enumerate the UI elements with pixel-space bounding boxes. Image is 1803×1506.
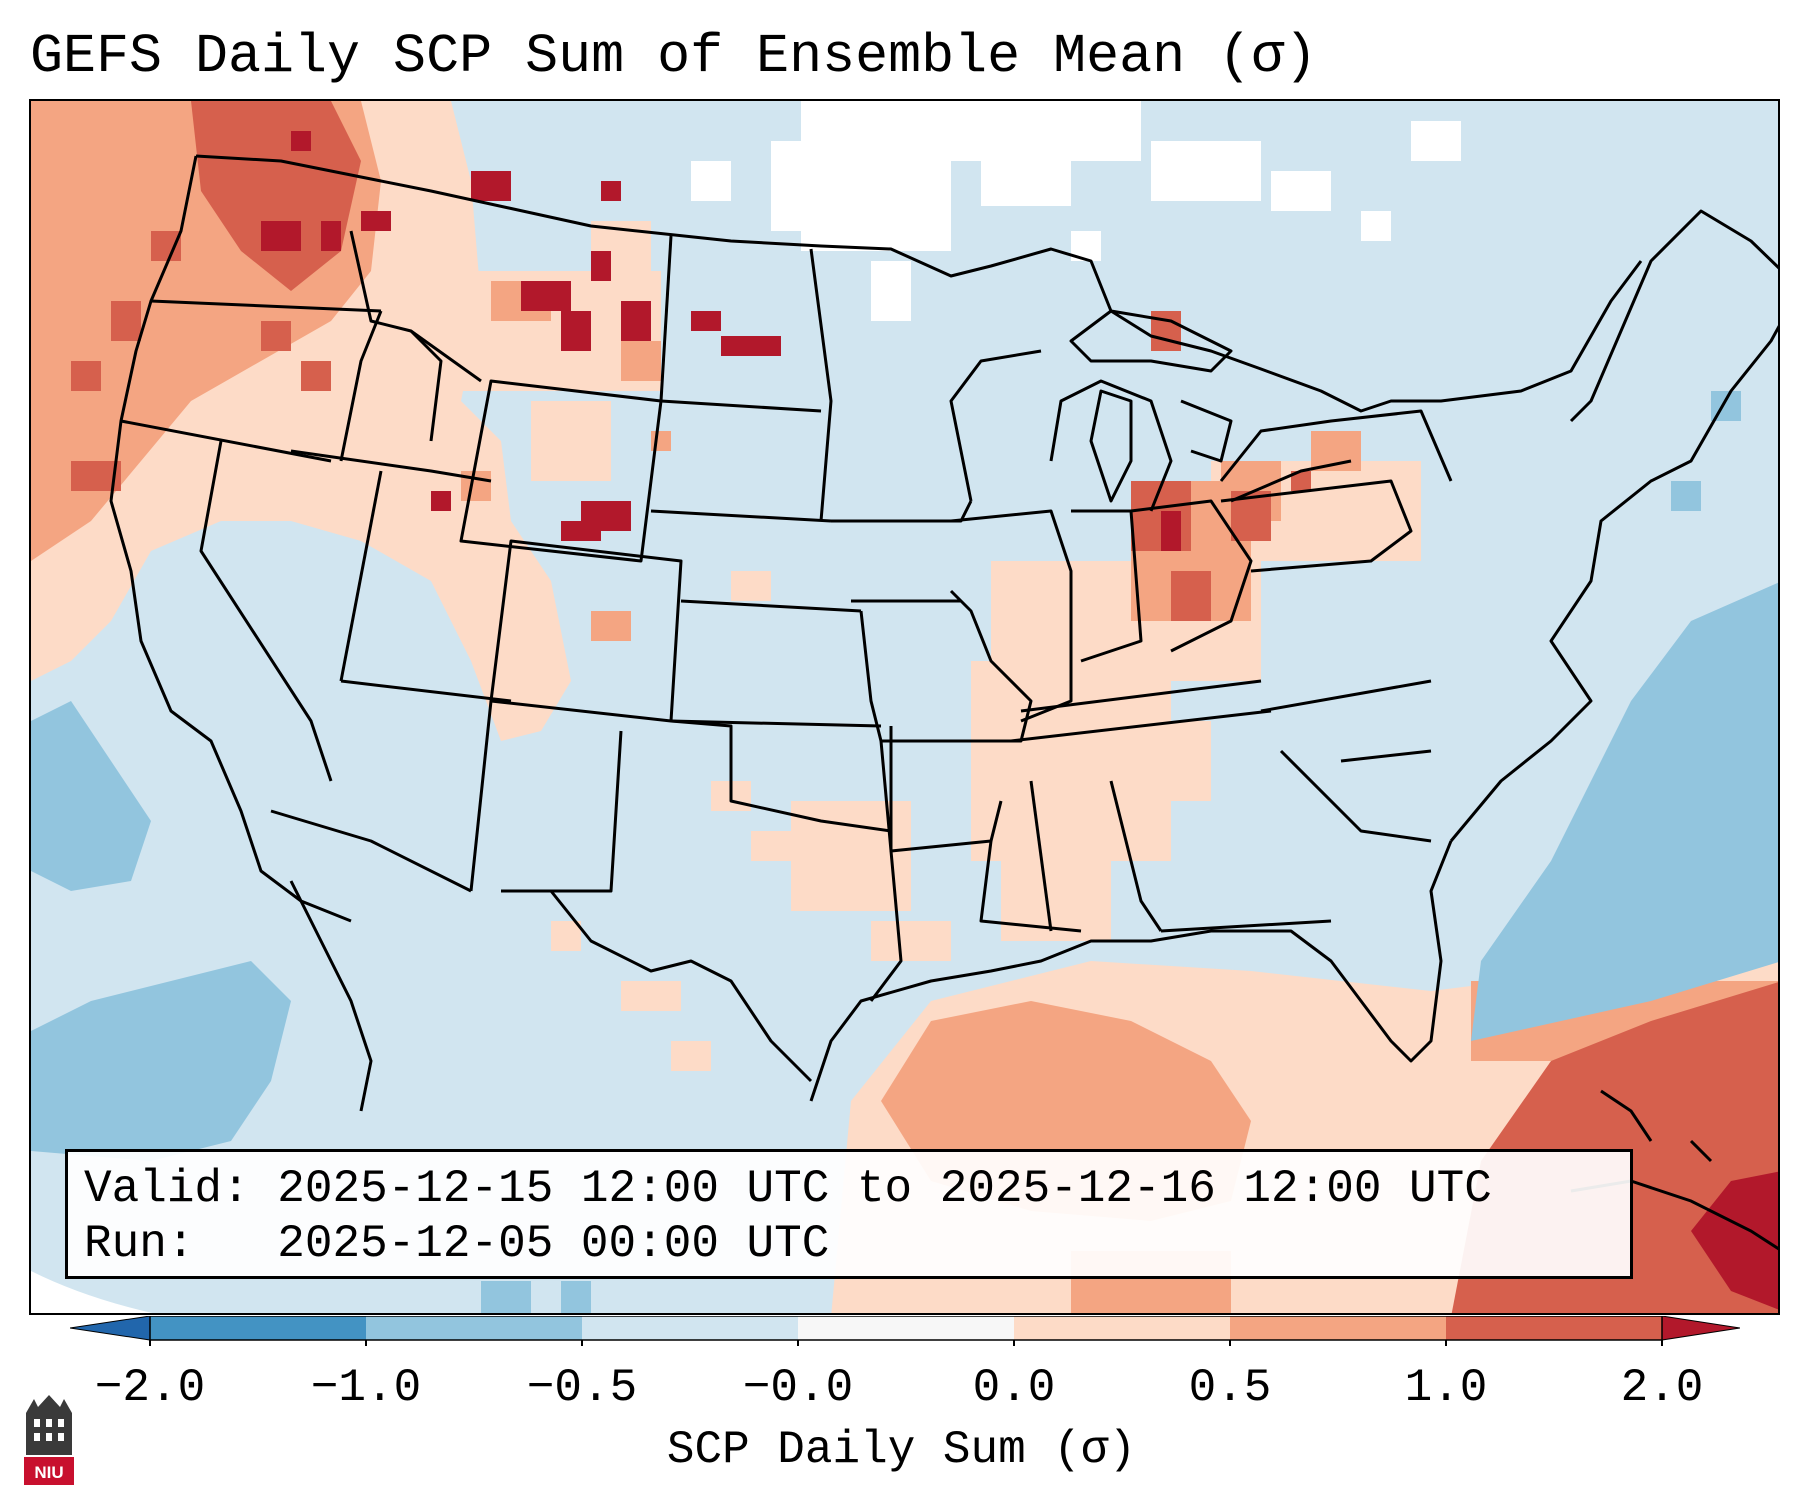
colorbar-label: SCP Daily Sum (σ)	[666, 1424, 1137, 1476]
map-panel	[29, 99, 1780, 1315]
map-svg	[31, 101, 1778, 1313]
border-sc-ga	[1279, 749, 1432, 843]
border-pa	[1220, 479, 1413, 573]
colorbar	[70, 1316, 1740, 1346]
colorbar-extend-low	[70, 1316, 151, 1341]
baja-coast	[289, 880, 373, 1112]
border-ok-tx	[670, 719, 892, 833]
atlantic-coastline	[1449, 325, 1778, 842]
colorbar-extend-high	[1661, 1316, 1740, 1341]
border-ga-fl	[1160, 919, 1332, 933]
field-rockies-dark-red	[431, 181, 781, 541]
border-va-nc	[1260, 679, 1432, 713]
border-tx-east	[869, 726, 903, 1002]
field-texas-light	[551, 781, 951, 1071]
field-central-dark-red	[1161, 511, 1181, 551]
border-ne-ks	[680, 599, 862, 613]
valid-run-info-box: Valid: 2025-12-15 12:00 UTC to 2025-12-1…	[65, 1149, 1633, 1279]
border-mo	[859, 589, 1033, 743]
border-oh	[1130, 499, 1253, 653]
border-nd-sd	[660, 399, 822, 413]
field-atlantic-blue	[1471, 582, 1778, 1041]
field-pacific-blue-southwest	[31, 961, 291, 1161]
border-wa-or	[150, 299, 382, 313]
off-domain-lower-left	[31, 1271, 153, 1313]
border-in	[1071, 509, 1143, 663]
valid-value: 2025-12-15 12:00 UTC to 2025-12-16 12:00…	[277, 1163, 1492, 1215]
lake-michigan	[1089, 389, 1133, 503]
border-or-id	[339, 310, 383, 462]
field-dark-red-speckles-nw	[261, 131, 511, 291]
run-label: Run:	[84, 1218, 195, 1270]
logo-banner	[24, 1457, 74, 1485]
lake-superior	[1069, 309, 1233, 373]
border-mn-west	[809, 248, 833, 522]
border-az-mx	[270, 809, 472, 893]
colorbar-tick-label: −2.0	[94, 1362, 206, 1414]
border-il	[950, 509, 1073, 723]
field-pacific-nw-dark	[191, 101, 361, 291]
valid-label: Valid:	[84, 1163, 250, 1215]
logo-windows	[34, 1419, 64, 1441]
border-ny	[1219, 409, 1453, 482]
border-id-nv-ut	[290, 449, 492, 483]
colorbar-bin-1	[150, 1316, 366, 1340]
border-new-england	[1569, 209, 1778, 423]
border-or-ca	[120, 419, 332, 463]
field-pacific-blue-west	[31, 701, 151, 891]
colorbar-bin-4	[798, 1316, 1014, 1340]
border-ms-al	[1029, 780, 1053, 932]
border-al-ga	[1109, 780, 1163, 932]
niu-logo: NIU	[24, 1395, 74, 1485]
colorbar-tick-label: 0.0	[972, 1362, 1056, 1414]
chart-title: GEFS Daily SCP Sum of Ensemble Mean (σ)	[30, 25, 1318, 88]
colorbar-tick-label: −0.0	[742, 1362, 854, 1414]
border-ar	[879, 740, 1003, 853]
border-tx-mx	[501, 889, 813, 1083]
colorbar-bin-7	[1446, 1316, 1662, 1340]
field-caribbean-dark-red	[1691, 1171, 1778, 1310]
colorbar-bin-5	[1014, 1316, 1230, 1340]
border-wi-mi	[949, 349, 1042, 502]
field-rockies-light	[411, 221, 661, 481]
border-sd-ne	[650, 509, 832, 523]
colorbar-tick-marks	[149, 1340, 1663, 1346]
colorbar-bin-3	[582, 1316, 798, 1340]
colorbar-tick-label: 0.5	[1188, 1362, 1272, 1414]
border-mt-wy	[410, 329, 482, 383]
border-mi-lower	[1049, 379, 1173, 512]
colorbar-tick-label: −0.5	[526, 1362, 638, 1414]
border-tn	[1010, 709, 1272, 743]
border-ut-az	[340, 679, 512, 703]
border-nd-mt	[659, 235, 673, 402]
border-ca-nv	[199, 440, 333, 782]
border-az-nm	[469, 700, 493, 892]
border-ks-ok	[670, 719, 882, 728]
border-wy	[459, 379, 663, 563]
border-nc-sc	[1340, 749, 1432, 763]
border-la-ms	[979, 840, 1082, 933]
run-value: 2025-12-05 00:00 UTC	[277, 1218, 830, 1270]
pacific-coastline	[109, 155, 352, 923]
border-nv-ut	[339, 470, 383, 682]
colorbar-tick-label: 1.0	[1404, 1362, 1488, 1414]
colorbar-bin-2	[366, 1316, 582, 1340]
lake-huron-erie	[1180, 399, 1352, 503]
colorbar-bin-6	[1230, 1316, 1446, 1340]
colorbar-outline	[149, 1316, 1663, 1341]
state-boundaries	[109, 154, 1778, 1102]
colorbar-tick-label: 2.0	[1620, 1362, 1704, 1414]
gulf-coastline	[809, 840, 1453, 1102]
logo-text: NIU	[34, 1463, 63, 1482]
field-white-north	[691, 101, 1461, 321]
colorbar-tick-label: −1.0	[310, 1362, 422, 1414]
